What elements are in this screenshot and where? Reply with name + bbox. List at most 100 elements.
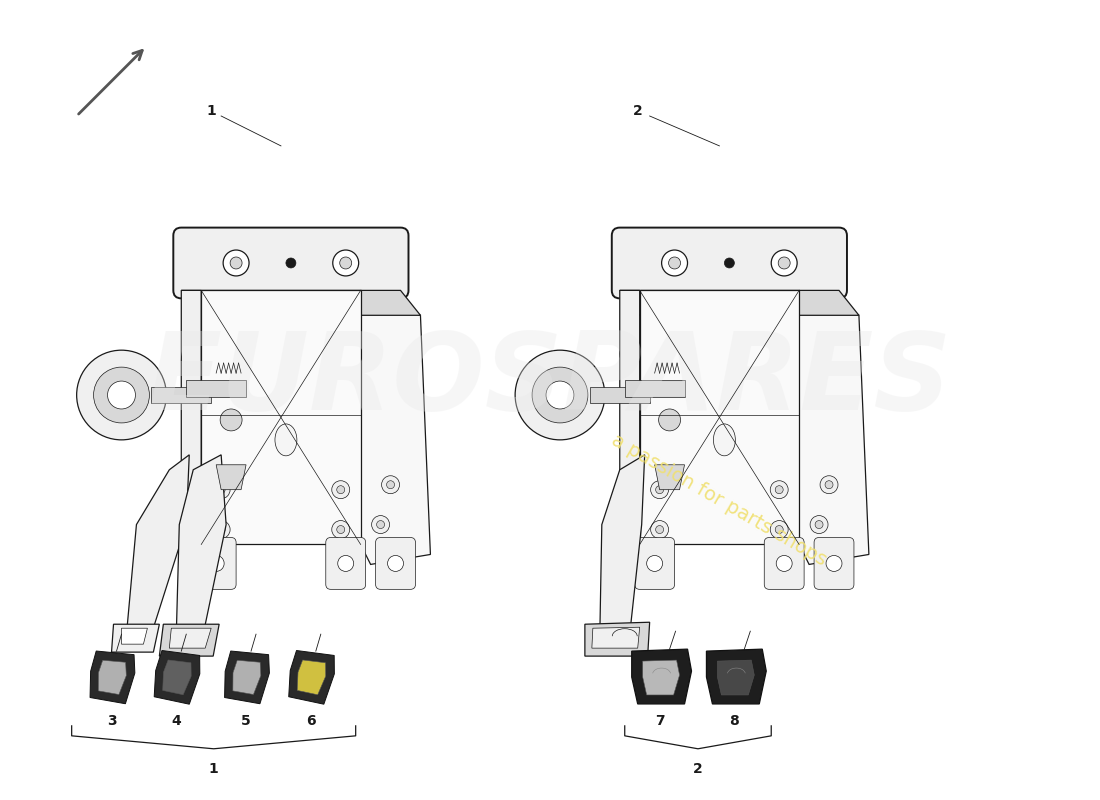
Circle shape [340, 257, 352, 269]
Polygon shape [619, 290, 640, 534]
Polygon shape [201, 290, 361, 545]
Circle shape [647, 555, 662, 571]
Circle shape [659, 409, 681, 431]
Text: 1: 1 [209, 762, 219, 776]
Circle shape [338, 555, 354, 571]
Circle shape [656, 486, 663, 494]
Polygon shape [592, 627, 640, 648]
Text: 2: 2 [693, 762, 703, 776]
Circle shape [532, 367, 587, 423]
Polygon shape [217, 465, 246, 490]
Circle shape [220, 409, 242, 431]
FancyBboxPatch shape [635, 538, 674, 590]
Text: 6: 6 [306, 714, 316, 728]
Circle shape [610, 496, 629, 514]
Polygon shape [590, 387, 650, 403]
Circle shape [776, 486, 783, 494]
Circle shape [616, 501, 624, 509]
Circle shape [771, 250, 797, 276]
Polygon shape [619, 290, 859, 315]
Text: a passion for parts shops: a passion for parts shops [608, 430, 830, 569]
Circle shape [382, 476, 399, 494]
Circle shape [286, 258, 296, 268]
Circle shape [332, 521, 350, 538]
Circle shape [650, 481, 669, 498]
Ellipse shape [714, 424, 736, 456]
Polygon shape [90, 651, 135, 704]
Circle shape [386, 481, 395, 489]
Circle shape [725, 258, 735, 268]
Circle shape [337, 526, 344, 534]
Text: EUROSPARES: EUROSPARES [147, 327, 953, 433]
Circle shape [661, 250, 688, 276]
Polygon shape [288, 650, 334, 704]
FancyBboxPatch shape [375, 538, 416, 590]
Circle shape [546, 381, 574, 409]
Polygon shape [654, 465, 684, 490]
Circle shape [376, 521, 385, 529]
Polygon shape [600, 455, 645, 634]
Text: 2: 2 [632, 104, 642, 118]
Circle shape [217, 486, 226, 494]
Text: 1: 1 [207, 104, 216, 118]
Circle shape [515, 350, 605, 440]
Polygon shape [160, 624, 219, 656]
Polygon shape [297, 660, 326, 694]
Polygon shape [640, 290, 799, 545]
Circle shape [372, 515, 389, 534]
Circle shape [212, 481, 230, 498]
Circle shape [77, 350, 166, 440]
Polygon shape [152, 387, 211, 403]
Circle shape [217, 526, 226, 534]
Circle shape [230, 257, 242, 269]
Circle shape [173, 496, 190, 514]
Text: 3: 3 [107, 714, 117, 728]
Polygon shape [233, 660, 261, 694]
Circle shape [650, 521, 669, 538]
Circle shape [332, 481, 350, 498]
Circle shape [669, 257, 681, 269]
Polygon shape [706, 649, 767, 704]
Circle shape [108, 381, 135, 409]
Polygon shape [111, 624, 160, 652]
Circle shape [810, 515, 828, 534]
Circle shape [778, 257, 790, 269]
Circle shape [94, 367, 150, 423]
Polygon shape [361, 290, 430, 565]
Text: 7: 7 [654, 714, 664, 728]
Polygon shape [717, 660, 755, 695]
Text: 5: 5 [241, 714, 251, 728]
Circle shape [776, 526, 783, 534]
Polygon shape [169, 628, 211, 648]
Polygon shape [799, 290, 869, 565]
Polygon shape [163, 660, 191, 694]
Circle shape [177, 501, 185, 509]
Circle shape [770, 481, 789, 498]
FancyBboxPatch shape [764, 538, 804, 590]
Polygon shape [642, 660, 680, 695]
Ellipse shape [275, 424, 297, 456]
Polygon shape [98, 660, 126, 694]
Polygon shape [176, 455, 227, 634]
Circle shape [825, 481, 833, 489]
FancyBboxPatch shape [174, 228, 408, 298]
FancyBboxPatch shape [814, 538, 854, 590]
Circle shape [337, 486, 344, 494]
Circle shape [777, 555, 792, 571]
Polygon shape [126, 455, 189, 634]
Circle shape [212, 521, 230, 538]
Polygon shape [182, 290, 201, 534]
Circle shape [770, 521, 789, 538]
Polygon shape [585, 622, 650, 656]
Polygon shape [186, 380, 246, 397]
Circle shape [223, 250, 249, 276]
Circle shape [815, 521, 823, 529]
Polygon shape [154, 650, 200, 704]
Circle shape [821, 476, 838, 494]
FancyBboxPatch shape [326, 538, 365, 590]
Circle shape [387, 555, 404, 571]
Polygon shape [182, 290, 420, 315]
Circle shape [826, 555, 842, 571]
Circle shape [333, 250, 359, 276]
Circle shape [208, 555, 224, 571]
